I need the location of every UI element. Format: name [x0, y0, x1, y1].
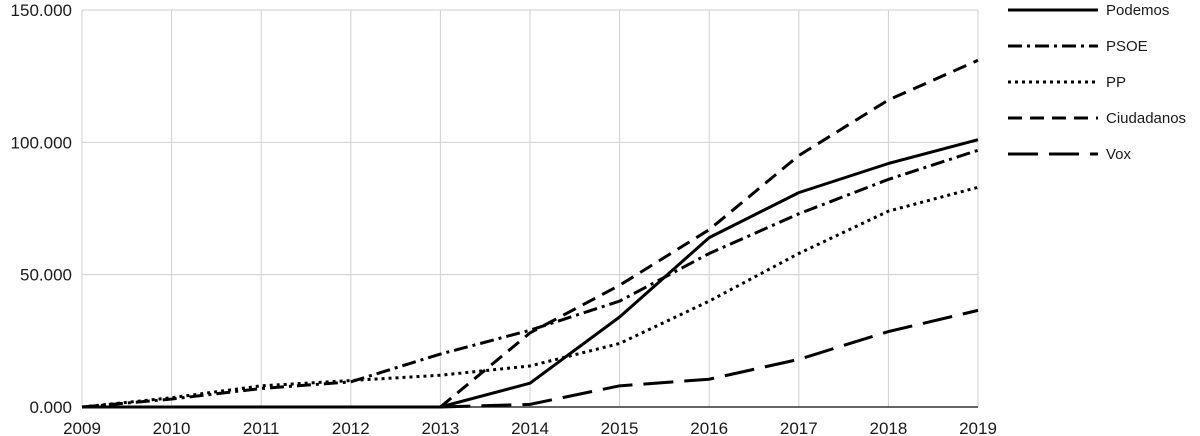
- x-tick-label: 2017: [780, 419, 818, 436]
- x-tick-label: 2015: [601, 419, 639, 436]
- x-tick-label: 2009: [63, 419, 101, 436]
- legend-item-podemos: Podemos: [1008, 2, 1169, 19]
- legend-item-pp: PP: [1008, 74, 1126, 91]
- legend-label: Vox: [1106, 146, 1132, 163]
- x-tick-label: 2018: [869, 419, 907, 436]
- legend-item-psoe: PSOE: [1008, 38, 1148, 55]
- y-tick-label: 100.000: [11, 133, 72, 152]
- legend-label: Podemos: [1106, 2, 1169, 19]
- series-line-pp: [81, 185, 979, 409]
- legend-item-vox: Vox: [1008, 146, 1132, 163]
- legend: Podemos PSOE PP Ciudadanos Vox: [1008, 2, 1186, 163]
- x-tick-label: 2016: [690, 419, 728, 436]
- x-tick-label: 2012: [332, 419, 370, 436]
- y-tick-label: 150.000: [11, 1, 72, 20]
- tick-labels: 0.000 50.000 100.000 150.000 2009 2010 2011 201…: [11, 1, 997, 436]
- y-tick-label: 50.000: [20, 266, 72, 285]
- x-tick-label: 2010: [153, 419, 191, 436]
- x-tick-label: 2011: [243, 419, 280, 436]
- legend-label: Ciudadanos: [1106, 110, 1186, 127]
- x-tick-label: 2013: [421, 419, 459, 436]
- legend-label: PP: [1106, 74, 1126, 91]
- y-tick-label: 0.000: [29, 398, 72, 417]
- series-line-vox: [440, 308, 979, 409]
- series-line-podemos: [82, 138, 979, 409]
- series-line-ciudadanos: [439, 58, 979, 409]
- legend-label: PSOE: [1106, 38, 1148, 55]
- series-lines: [81, 58, 979, 409]
- x-tick-label: 2019: [959, 419, 997, 436]
- grid: [81, 9, 979, 408]
- legend-item-ciudadanos: Ciudadanos: [1008, 110, 1186, 127]
- x-tick-label: 2014: [511, 419, 549, 436]
